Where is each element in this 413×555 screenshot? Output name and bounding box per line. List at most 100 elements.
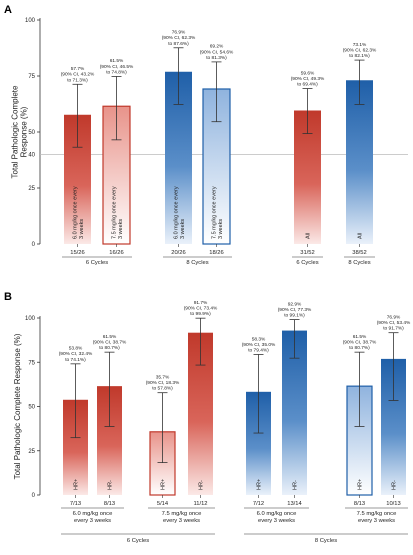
count-label: 13/14 <box>287 501 302 507</box>
in-bar-label: 6.0 mg/kg once every3 weeks <box>72 186 85 239</box>
data-label: (90% CI, 49.3% <box>291 76 325 82</box>
group-label: every 3 weeks <box>258 518 295 524</box>
data-label: 35.7% <box>156 374 170 380</box>
in-bar-label-line: HR+ <box>358 479 364 490</box>
data-label: to 80.7%) <box>99 345 120 351</box>
in-bar-label: HR- <box>392 480 398 490</box>
in-bar-label-line: HR+ <box>257 479 263 490</box>
y-tick-label: 50 <box>28 130 35 136</box>
panel-a-letter: A <box>4 4 12 16</box>
in-bar-label-line: 7.5 mg/kg once every <box>211 186 217 239</box>
data-label: to 82.1%) <box>349 53 370 59</box>
data-label: (90% CI, 77.3% <box>278 307 312 313</box>
y-tick-label: 75 <box>28 74 35 80</box>
in-bar-label: 7.5 mg/kg once every3 weeks <box>211 186 224 239</box>
in-bar-label-line: 6.0 mg/kg once every <box>173 186 179 239</box>
in-bar-label: HR- <box>108 480 114 490</box>
in-bar-label: All <box>358 233 364 239</box>
in-bar-label-line: 3 weeks <box>79 219 85 239</box>
data-label: (90% CI, 38.7% <box>343 340 377 346</box>
group-label: 7.5 mg/kg once <box>162 511 202 517</box>
in-bar-label: HR+ <box>358 479 364 490</box>
data-label: (90% CI, 18.3% <box>146 380 180 386</box>
y-tick-label: 75 <box>28 360 35 366</box>
data-label: to 81.3%) <box>206 55 227 61</box>
reference-line-label: 40 <box>28 152 35 158</box>
supergroup-label: 8 Cycles <box>315 538 337 544</box>
data-label: 76.9% <box>387 314 401 320</box>
count-label: 20/26 <box>171 250 186 256</box>
in-bar-label-line: HR+ <box>74 479 80 490</box>
y-tick-label: 25 <box>28 186 35 192</box>
data-label: (90% CI, 43.2% <box>61 72 95 78</box>
in-bar-label-line: All <box>306 233 312 239</box>
data-label: (90% CI, 32.4% <box>59 351 93 357</box>
data-label: 61.5% <box>353 334 367 340</box>
y-axis-label-line: Total Pathologic Complete <box>11 85 20 178</box>
count-label: 38/52 <box>352 250 367 256</box>
data-label: to 79.4%) <box>248 347 269 353</box>
in-bar-label-line: HR- <box>108 480 114 490</box>
in-bar-label-line: 3 weeks <box>118 219 124 239</box>
in-bar-label: HR+ <box>257 479 263 490</box>
data-label: to 69.4%) <box>297 82 318 88</box>
data-label: (90% CI, 53.4% <box>377 320 411 326</box>
in-bar-label-line: 7.5 mg/kg once every <box>111 186 117 239</box>
panel-b-letter: B <box>4 291 12 303</box>
group-label: 6.0 mg/kg once <box>257 511 297 517</box>
data-label: 61.5% <box>110 58 124 64</box>
y-axis-label-line: Total Pathologic Complete Response (%) <box>13 333 22 479</box>
y-tick-label: 100 <box>25 18 36 24</box>
in-bar-label-line: HR- <box>293 480 299 490</box>
group-label: every 3 weeks <box>74 518 111 524</box>
in-bar-label-line: HR- <box>392 480 398 490</box>
in-bar-label: HR+ <box>74 479 80 490</box>
in-bar-label-line: 3 weeks <box>180 219 186 239</box>
count-label: 31/52 <box>300 250 315 256</box>
y-tick-label: 50 <box>28 405 35 411</box>
count-label: 15/26 <box>70 250 85 256</box>
in-bar-label: HR- <box>199 480 205 490</box>
count-label: 8/13 <box>354 501 365 507</box>
group-label: 6.0 mg/kg once <box>73 511 113 517</box>
data-label: to 87.6%) <box>168 41 189 47</box>
panel-a: A Total Pathologic CompleteResponse (%) 0… <box>4 4 408 266</box>
group-label: 6 Cycles <box>296 260 318 266</box>
y-tick-label: 100 <box>25 316 36 322</box>
data-label: (90% CI, 46.5% <box>100 64 134 70</box>
data-label: (90% CI, 35.0% <box>242 342 276 348</box>
data-label: 61.5% <box>103 334 117 340</box>
y-tick-label: 25 <box>28 449 35 455</box>
count-label: 11/12 <box>193 501 207 507</box>
y-tick-label: 0 <box>32 242 36 248</box>
data-label: 76.9% <box>172 30 186 36</box>
in-bar-label-line: 3 weeks <box>218 219 224 239</box>
data-label: 73.1% <box>353 42 367 48</box>
data-label: (90% CI, 38.7% <box>93 340 127 346</box>
data-label: (90% CI, 62.3% <box>162 35 196 41</box>
data-label: 91.7% <box>194 300 208 306</box>
group-label: every 3 weeks <box>358 518 395 524</box>
count-label: 7/12 <box>253 501 264 507</box>
data-label: to 74.8%) <box>106 69 127 75</box>
group-label: 8 Cycles <box>186 260 208 266</box>
in-bar-label-line: 6.0 mg/kg once every <box>72 186 78 239</box>
data-label: to 74.1%) <box>65 357 86 363</box>
data-label: 57.7% <box>71 66 85 72</box>
data-label: 58.3% <box>252 336 266 342</box>
group-label: 8 Cycles <box>348 260 370 266</box>
bar <box>346 80 373 244</box>
data-label: to 57.8%) <box>152 386 173 392</box>
data-label: 92.9% <box>288 301 302 307</box>
data-label: to 99.1%) <box>284 313 305 319</box>
data-label: 69.2% <box>210 44 224 50</box>
count-label: 16/26 <box>109 250 124 256</box>
count-label: 5/14 <box>157 501 169 507</box>
y-axis-label: Total Pathologic Complete Response (%) <box>13 333 22 479</box>
in-bar-label-line: HR- <box>199 480 205 490</box>
data-label: (90% CI, 54.6% <box>200 49 234 55</box>
data-label: 53.8% <box>69 346 83 352</box>
count-label: 7/13 <box>70 501 81 507</box>
data-label: to 91.7%) <box>383 326 404 332</box>
data-label: 59.6% <box>301 70 315 76</box>
